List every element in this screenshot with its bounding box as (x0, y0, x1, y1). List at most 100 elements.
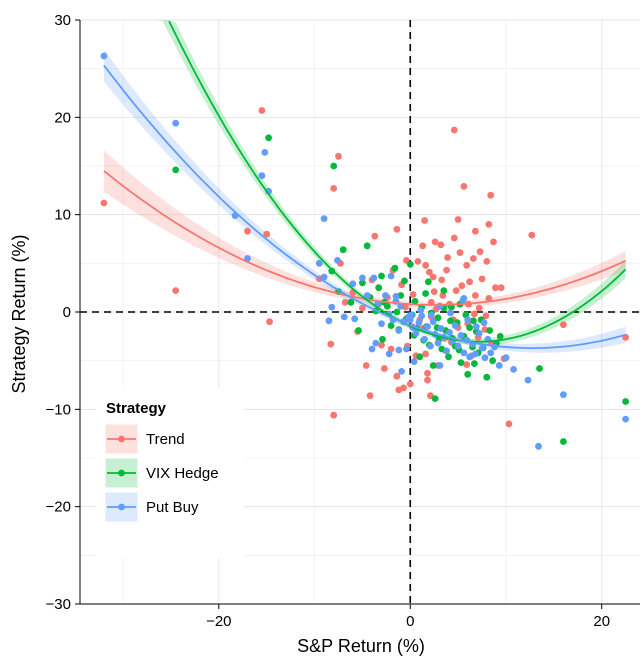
data-point (431, 395, 439, 402)
data-point (471, 310, 478, 318)
data-point (392, 293, 400, 300)
data-point (330, 162, 338, 170)
data-point (100, 199, 108, 207)
x-axis-title: S&P Return (%) (297, 636, 425, 656)
data-point (359, 274, 366, 282)
data-point (418, 312, 426, 320)
data-point (463, 361, 471, 368)
data-point (450, 126, 458, 134)
data-point (424, 369, 431, 377)
data-point (443, 347, 450, 355)
data-point (490, 238, 497, 246)
data-point (454, 342, 462, 350)
data-point (447, 317, 454, 325)
data-point (421, 217, 428, 224)
data-point (378, 272, 385, 280)
data-point (478, 344, 486, 352)
y-tick-label: −10 (46, 401, 71, 418)
data-point (406, 260, 414, 268)
data-point (472, 227, 479, 235)
data-point (372, 339, 380, 347)
data-point (434, 339, 442, 347)
data-point (328, 267, 336, 275)
tick-labels: −20 0 20 −30 −20 −10 0 10 20 30 (46, 12, 611, 630)
data-point (172, 287, 180, 294)
data-point (349, 280, 357, 288)
data-point (320, 273, 328, 281)
data-point (327, 340, 335, 348)
data-point (463, 261, 471, 269)
data-point (370, 274, 378, 282)
data-point (480, 319, 488, 327)
data-point (485, 221, 493, 228)
data-point (417, 306, 425, 314)
data-point (330, 185, 338, 192)
data-point (258, 172, 266, 180)
data-point (487, 349, 495, 357)
data-point (422, 261, 429, 269)
data-point (368, 345, 376, 353)
data-point (414, 258, 422, 265)
data-point (450, 234, 458, 242)
data-point (430, 288, 438, 295)
data-point (244, 227, 251, 235)
data-point (359, 304, 366, 312)
data-point (464, 370, 472, 378)
data-point (393, 308, 401, 316)
data-point (434, 314, 442, 322)
data-point (497, 284, 505, 292)
y-tick-label: −30 (46, 596, 71, 613)
data-point (400, 384, 407, 392)
data-point (320, 215, 328, 223)
data-point (458, 282, 466, 290)
data-point (438, 276, 446, 284)
data-point (457, 332, 465, 339)
legend: Strategy Trend VIX Hedge Put Buy (96, 388, 244, 558)
legend-label: Trend (146, 431, 185, 448)
data-point (429, 362, 437, 369)
data-point (427, 342, 434, 350)
data-point (393, 225, 401, 233)
data-point (422, 350, 429, 358)
data-point (489, 357, 496, 365)
data-point (412, 330, 420, 337)
data-point (378, 341, 385, 349)
legend-item: Trend (104, 423, 185, 455)
data-point (424, 323, 431, 330)
data-point (476, 248, 484, 256)
data-point (456, 249, 464, 256)
y-tick-label: −20 (46, 499, 71, 516)
data-point (436, 362, 444, 369)
data-point (335, 152, 342, 160)
data-point (416, 353, 424, 361)
data-point (451, 322, 459, 329)
data-point (375, 284, 383, 292)
data-point (464, 316, 472, 324)
data-point (328, 303, 336, 311)
data-point (487, 191, 495, 199)
data-point (355, 327, 362, 334)
data-point (172, 119, 180, 127)
data-point (411, 297, 419, 305)
data-point (444, 254, 451, 261)
data-point (100, 52, 108, 60)
data-point (387, 322, 395, 329)
legend-item: VIX Hedge (104, 457, 219, 489)
axes (75, 19, 640, 609)
data-point (395, 346, 403, 354)
data-point (415, 319, 423, 327)
trend-lines (103, 20, 627, 349)
data-point (535, 442, 542, 450)
x-tick-label: 20 (593, 613, 610, 630)
data-point (622, 415, 629, 423)
data-point (359, 279, 366, 287)
data-point (536, 365, 543, 372)
x-tick-label: −20 (206, 613, 231, 630)
data-point (496, 332, 504, 340)
data-point (481, 354, 489, 362)
data-point (406, 380, 414, 388)
data-point (486, 327, 494, 334)
y-tick-label: 30 (54, 12, 71, 29)
data-point (340, 313, 348, 321)
